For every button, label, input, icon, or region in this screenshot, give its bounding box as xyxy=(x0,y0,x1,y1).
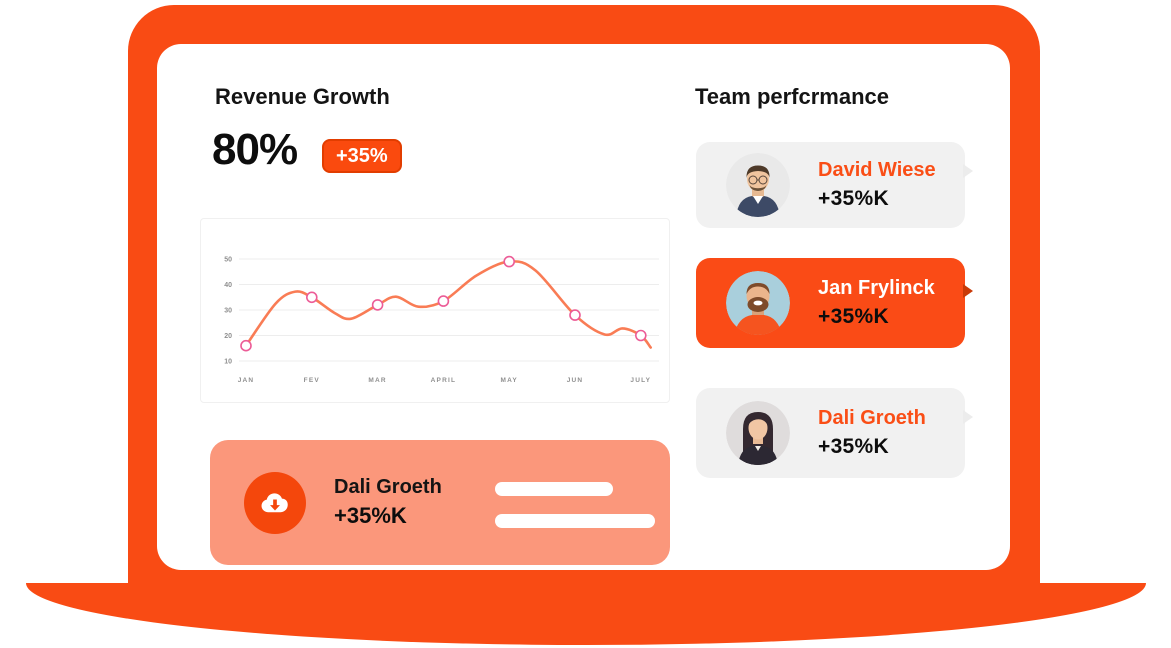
svg-text:30: 30 xyxy=(224,308,232,315)
svg-text:MAR: MAR xyxy=(368,377,386,384)
download-summary-card[interactable]: Dali Groeth +35%K xyxy=(210,440,670,565)
svg-text:FEV: FEV xyxy=(304,377,320,384)
avatar-dali-groeth xyxy=(726,401,790,465)
svg-text:50: 50 xyxy=(224,257,232,264)
svg-text:JULY: JULY xyxy=(630,377,651,384)
team-member-card-jan-frylinck[interactable]: Jan Frylinck +35%K xyxy=(696,258,973,348)
cloud-download-icon[interactable] xyxy=(244,471,306,534)
download-card-name: Dali Groeth xyxy=(334,476,442,498)
svg-text:MAY: MAY xyxy=(500,377,517,384)
card-pointer-icon xyxy=(963,164,973,178)
member-value: +35%K xyxy=(818,305,889,328)
revenue-growth-title: Revenue Growth xyxy=(215,84,390,109)
member-name: David Wiese xyxy=(818,159,936,181)
member-name: Dali Groeth xyxy=(818,407,926,429)
team-performance-title: Team perfcrmance xyxy=(695,84,890,109)
svg-text:APRIL: APRIL xyxy=(431,377,457,384)
team-member-card-dali-groeth[interactable]: Dali Groeth +35%K xyxy=(696,388,973,478)
revenue-value: 80% xyxy=(212,125,298,174)
card-pointer-icon xyxy=(963,410,973,424)
svg-text:JAN: JAN xyxy=(238,377,255,384)
svg-text:40: 40 xyxy=(224,282,232,289)
revenue-chart: 10 20 30 40 50 JAN FEV MAR APRIL MAY JUN JULY xyxy=(224,255,659,384)
member-value: +35%K xyxy=(818,435,889,458)
svg-text:10: 10 xyxy=(224,359,232,366)
dashboard-card: Revenue Growth 80% +35% 10 20 30 40 50 JAN FEV… xyxy=(157,44,1010,570)
avatar-jan-frylinck xyxy=(726,271,790,335)
team-member-card-david-wiese[interactable]: David Wiese +35%K xyxy=(696,142,973,228)
svg-text:JUN: JUN xyxy=(567,377,584,384)
revenue-chart-panel: 10 20 30 40 50 JAN FEV MAR APRIL MAY JUN JULY xyxy=(200,218,670,403)
svg-text:20: 20 xyxy=(224,333,232,340)
member-name: Jan Frylinck xyxy=(818,277,935,299)
avatar-david-wiese xyxy=(726,153,790,217)
member-value: +35%K xyxy=(818,187,889,210)
skeleton-bar-short xyxy=(495,482,613,496)
card-pointer-icon xyxy=(963,284,973,298)
skeleton-bar-long xyxy=(495,514,655,528)
download-card-value: +35%K xyxy=(334,503,407,528)
revenue-delta-badge: +35% xyxy=(322,139,402,173)
